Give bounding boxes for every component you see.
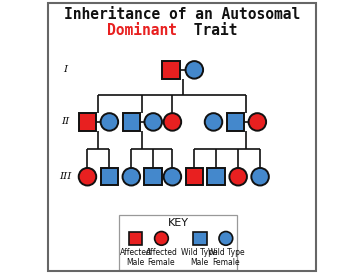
Circle shape — [155, 232, 168, 245]
Circle shape — [229, 168, 247, 185]
Circle shape — [219, 232, 233, 245]
Text: Affected
Female: Affected Female — [146, 248, 177, 267]
Text: II: II — [62, 118, 70, 126]
Bar — [128, 232, 142, 245]
Circle shape — [79, 168, 96, 185]
Circle shape — [164, 168, 181, 185]
Text: Wild Type
Female: Wild Type Female — [207, 248, 244, 267]
Circle shape — [123, 168, 140, 185]
Circle shape — [186, 61, 203, 79]
Circle shape — [145, 113, 162, 131]
Bar — [145, 168, 162, 185]
Circle shape — [164, 113, 181, 131]
Text: I: I — [63, 65, 68, 74]
Text: Dominant: Dominant — [107, 23, 177, 38]
Bar — [207, 168, 225, 185]
Text: Affected
Male: Affected Male — [119, 248, 151, 267]
Bar — [186, 168, 203, 185]
Text: KEY: KEY — [167, 218, 189, 228]
Text: Wild Type
Male: Wild Type Male — [182, 248, 218, 267]
Bar — [100, 168, 118, 185]
Bar — [162, 61, 180, 79]
Circle shape — [100, 113, 118, 131]
Bar — [123, 113, 140, 131]
Text: III: III — [59, 172, 72, 181]
Circle shape — [249, 113, 266, 131]
Circle shape — [251, 168, 269, 185]
Text: Inheritance of an Autosomal: Inheritance of an Autosomal — [64, 7, 300, 22]
Text: Trait: Trait — [185, 23, 237, 38]
Bar — [119, 215, 237, 270]
Circle shape — [205, 113, 222, 131]
Bar — [227, 113, 244, 131]
Bar — [193, 232, 207, 245]
Bar — [79, 113, 96, 131]
